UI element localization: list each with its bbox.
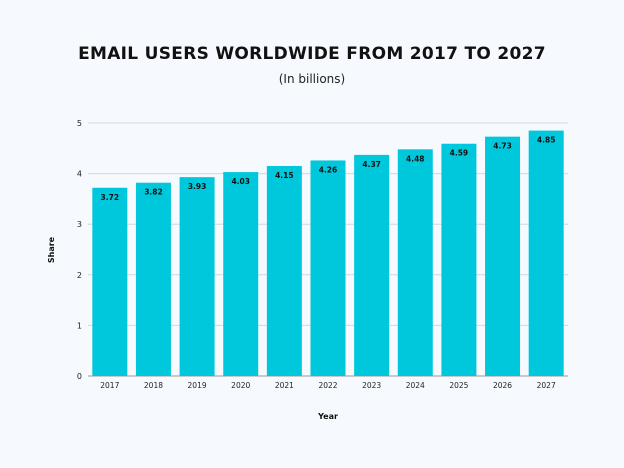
x-tick-label: 2023 [362, 381, 381, 390]
chart-title: EMAIL USERS WORLDWIDE FROM 2017 TO 2027 [78, 44, 546, 64]
bar [528, 130, 564, 376]
bar [92, 187, 128, 376]
y-tick-label: 5 [77, 119, 82, 128]
y-tick-label: 2 [77, 271, 82, 280]
data-label: 4.85 [537, 136, 556, 145]
chart-subtitle: (In billions) [278, 72, 346, 86]
x-axis-label: Year [317, 412, 338, 421]
data-label: 4.03 [231, 177, 250, 186]
bar [179, 177, 215, 376]
bar [397, 149, 433, 376]
bar [354, 154, 390, 376]
data-label: 3.72 [101, 193, 120, 202]
y-tick-label: 3 [77, 220, 82, 229]
x-tick-label: 2019 [188, 381, 207, 390]
data-label: 3.93 [188, 182, 207, 191]
x-tick-label: 2022 [318, 381, 337, 390]
data-label: 4.59 [450, 149, 469, 158]
y-axis-label: Share [47, 236, 56, 263]
bar [223, 172, 259, 376]
x-tick-label: 2018 [144, 381, 163, 390]
x-tick-label: 2027 [537, 381, 556, 390]
y-tick-label: 1 [77, 321, 82, 330]
data-label: 4.15 [275, 171, 294, 180]
bar [441, 143, 477, 376]
data-label: 4.37 [362, 160, 381, 169]
x-tick-label: 2026 [493, 381, 512, 390]
data-label: 4.73 [493, 142, 512, 151]
bar [310, 160, 346, 376]
data-label: 4.48 [406, 154, 425, 163]
bar [266, 166, 302, 376]
data-label: 4.26 [319, 165, 338, 174]
data-label: 3.82 [144, 188, 163, 197]
y-tick-label: 4 [77, 170, 82, 179]
bar [485, 136, 521, 376]
y-tick-label: 0 [77, 372, 82, 381]
x-tick-label: 2020 [231, 381, 250, 390]
bar [135, 182, 171, 376]
x-tick-label: 2024 [406, 381, 425, 390]
x-tick-label: 2025 [449, 381, 468, 390]
x-tick-label: 2017 [100, 381, 119, 390]
x-tick-label: 2021 [275, 381, 294, 390]
